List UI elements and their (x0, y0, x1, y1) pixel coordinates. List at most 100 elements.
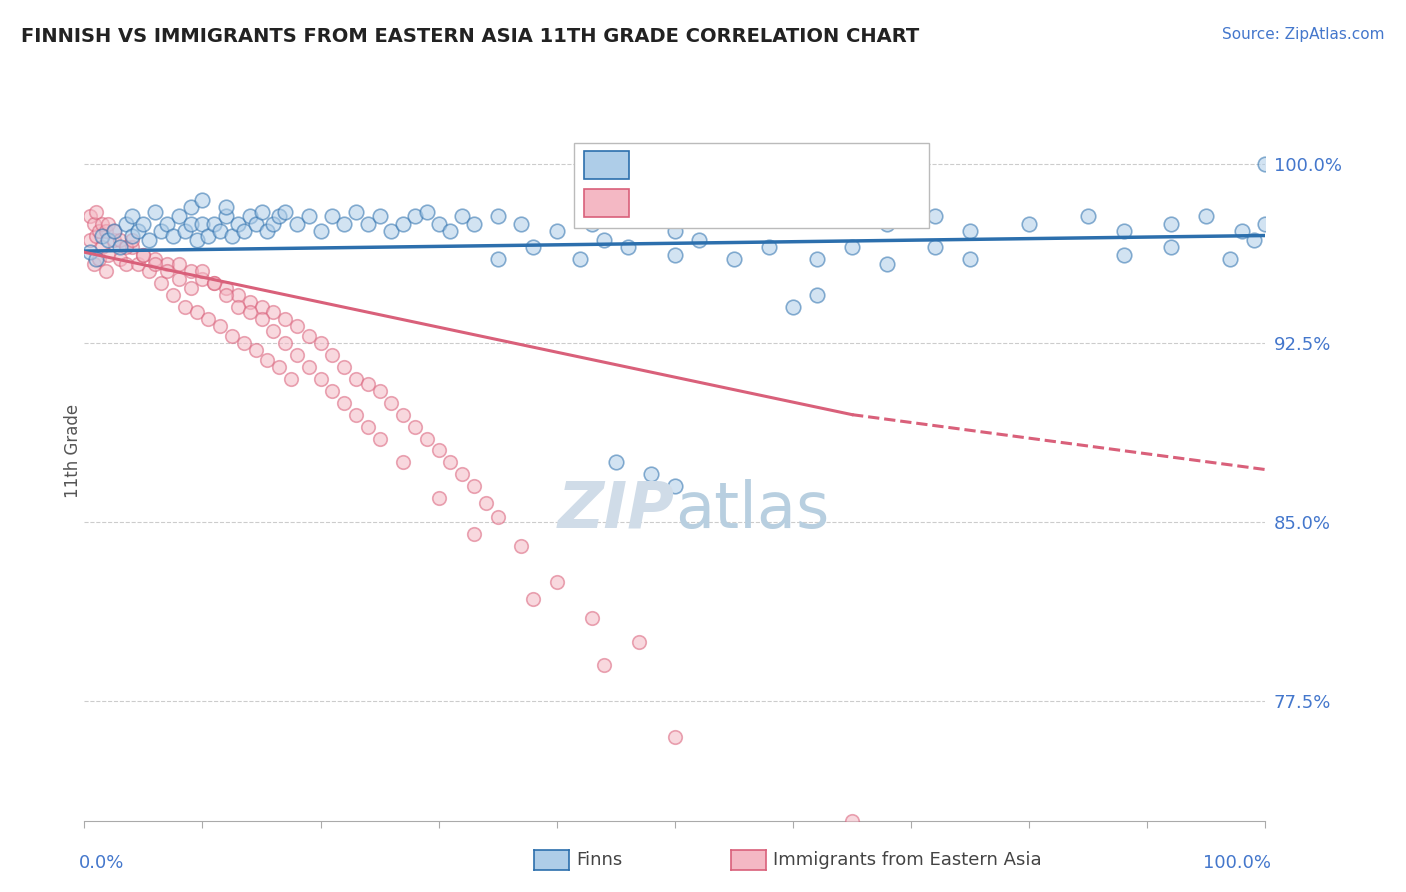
Point (132, 217, 155, 231)
Point (616, 240, 638, 254)
Point (173, 300, 195, 314)
Point (1018, 217, 1040, 231)
Point (209, 224, 232, 238)
Point (309, 224, 332, 238)
Point (202, 277, 225, 291)
Point (274, 204, 297, 219)
Point (463, 479, 485, 493)
Point (344, 204, 367, 219)
Point (262, 324, 284, 338)
Point (197, 312, 219, 326)
Point (1254, 217, 1277, 231)
Point (114, 240, 136, 254)
Point (380, 395, 402, 409)
Point (806, 252, 828, 267)
Point (463, 527, 485, 541)
Point (321, 210, 343, 224)
Point (180, 281, 202, 295)
Point (357, 376, 380, 391)
Point (924, 240, 946, 254)
Point (664, 479, 686, 493)
Point (510, 217, 533, 231)
Point (1112, 224, 1135, 238)
Point (121, 240, 143, 254)
Point (593, 233, 616, 247)
Point (285, 319, 308, 334)
Point (132, 247, 155, 261)
Point (546, 574, 568, 589)
Point (191, 193, 214, 207)
Point (876, 257, 898, 271)
Point (688, 233, 710, 247)
Point (215, 281, 238, 295)
Point (215, 210, 238, 224)
Point (593, 658, 616, 673)
Point (664, 224, 686, 238)
Text: 100.0%: 100.0% (1204, 854, 1271, 872)
Point (108, 240, 131, 254)
Point (569, 252, 592, 267)
Point (368, 210, 391, 224)
Point (486, 210, 509, 224)
Point (156, 257, 179, 271)
Point (723, 252, 745, 267)
Point (202, 217, 225, 231)
Point (262, 217, 284, 231)
Point (138, 233, 160, 247)
Point (1195, 210, 1218, 224)
Point (357, 217, 380, 231)
Point (333, 217, 356, 231)
Point (298, 359, 321, 374)
Point (191, 264, 214, 278)
Point (132, 247, 155, 261)
Point (232, 336, 254, 351)
Text: R = -0.162: R = -0.162 (640, 194, 754, 213)
Point (333, 395, 356, 409)
Point (239, 210, 262, 224)
Point (114, 217, 136, 231)
Point (628, 634, 651, 648)
Point (167, 257, 190, 271)
Point (616, 210, 638, 224)
Point (1254, 157, 1277, 171)
Point (180, 217, 202, 231)
Point (180, 200, 202, 214)
Point (191, 271, 214, 285)
Point (298, 328, 321, 343)
Point (250, 312, 273, 326)
Point (83, 217, 105, 231)
Point (121, 233, 143, 247)
Point (156, 264, 179, 278)
Point (143, 252, 166, 267)
Text: R =  0.061: R = 0.061 (640, 156, 752, 175)
Point (91, 240, 114, 254)
Point (162, 228, 184, 243)
Point (1219, 252, 1241, 267)
Text: ZIP: ZIP (558, 479, 675, 541)
Point (269, 210, 291, 224)
Point (274, 336, 297, 351)
Point (451, 467, 474, 482)
Point (103, 224, 125, 238)
Y-axis label: 11th Grade: 11th Grade (65, 403, 82, 498)
Point (103, 224, 125, 238)
Point (522, 591, 544, 606)
Point (486, 510, 509, 524)
Point (180, 264, 202, 278)
Point (186, 305, 208, 319)
Text: 0.0%: 0.0% (79, 854, 124, 872)
Point (368, 432, 391, 446)
Point (782, 300, 804, 314)
Point (84, 204, 107, 219)
Point (357, 419, 380, 434)
Point (581, 610, 603, 624)
FancyBboxPatch shape (575, 144, 929, 228)
Point (841, 240, 863, 254)
Point (209, 319, 232, 334)
Point (333, 359, 356, 374)
Point (186, 233, 208, 247)
Point (344, 372, 367, 386)
Point (91, 228, 114, 243)
Text: N = 95: N = 95 (793, 156, 866, 175)
Point (392, 408, 415, 422)
